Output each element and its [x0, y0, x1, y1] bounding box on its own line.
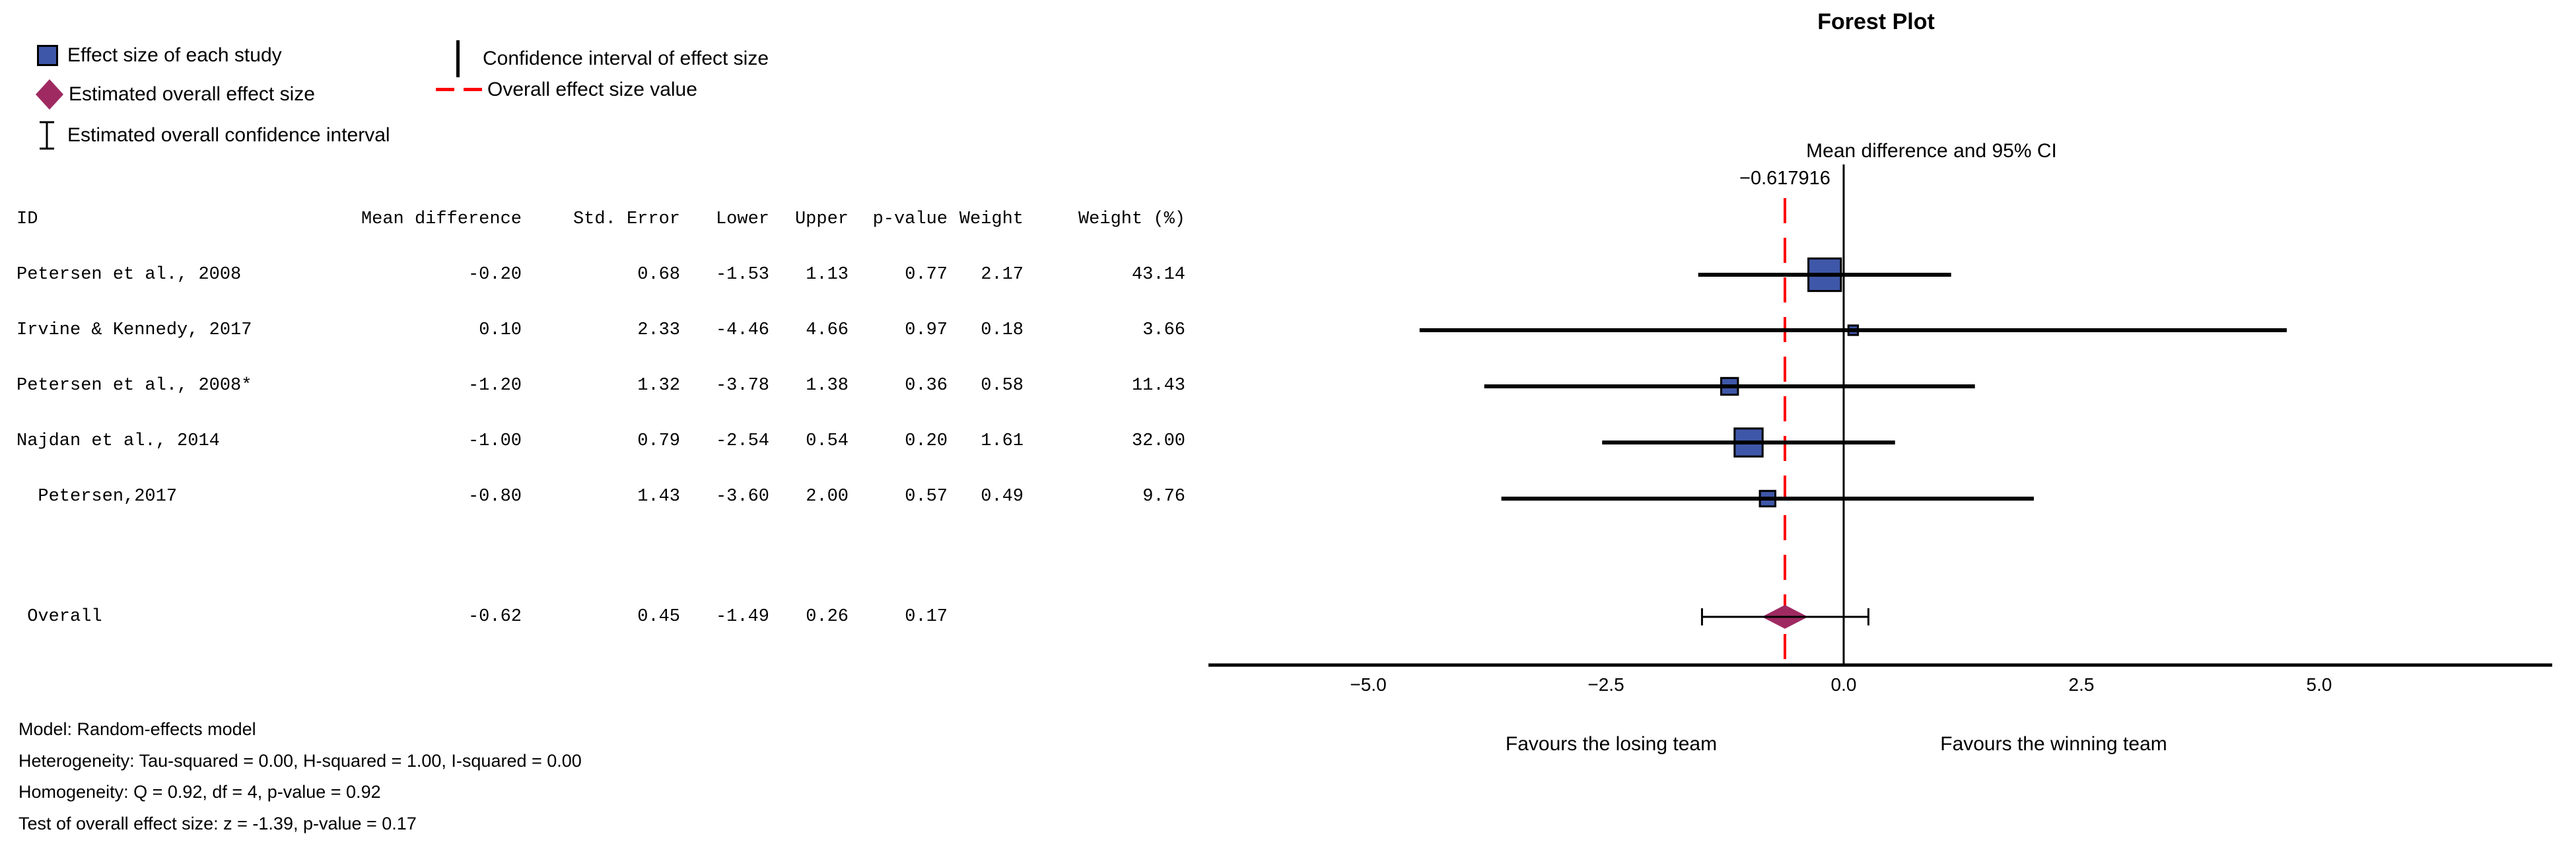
- legend-label: Estimated overall confidence interval: [67, 124, 390, 146]
- i-beam-icon: [40, 121, 54, 150]
- x-tick-label: −5.0: [1350, 674, 1387, 695]
- table-cell: -0.20: [468, 265, 522, 285]
- table-cell: 0.57: [905, 487, 948, 507]
- favours-right-label: Favours the winning team: [1940, 733, 2167, 755]
- table-cell: Petersen et al., 2008*: [17, 376, 252, 396]
- table-cell: 0.68: [637, 265, 680, 285]
- table-cell: 1.13: [806, 265, 849, 285]
- table-cell: Overall: [17, 607, 102, 627]
- legend-label: Effect size of each study: [67, 44, 282, 66]
- model-stats: Model: Random-effects model Heterogeneity…: [18, 714, 582, 839]
- legend-label: Confidence interval of effect size: [483, 48, 769, 69]
- stats-line: Heterogeneity: Tau-squared = 0.00, H-squ…: [18, 750, 582, 771]
- legend-item-overall-effect: Estimated overall effect size: [36, 79, 315, 110]
- maroon-diamond-icon: [36, 79, 63, 110]
- legend-item-study-ci: Confidence interval of effect size: [456, 40, 769, 77]
- x-tick-label: 2.5: [2068, 674, 2095, 695]
- table-cell: -1.49: [715, 607, 769, 627]
- table-cell: 0.58: [981, 376, 1024, 396]
- vertical-line-icon: [456, 40, 460, 77]
- legend-label: Estimated overall effect size: [69, 83, 315, 105]
- x-tick-label: 0.0: [1830, 674, 1857, 695]
- legend-item-overall-value: Overall effect size value: [436, 78, 697, 102]
- table-cell: Weight (%): [1078, 209, 1185, 229]
- table-cell: 43.14: [1131, 265, 1185, 285]
- table-row: Najdan et al., 2014 -1.00 0.79 -2.54 0.54 0.2…: [17, 413, 1185, 469]
- table-cell: -0.80: [468, 487, 522, 507]
- table-cell: 0.54: [806, 431, 849, 451]
- plot-subtitle: Mean difference and 95% CI: [1806, 140, 2057, 162]
- table-cell: Mean difference: [361, 209, 522, 229]
- table-overall-row: Overall -0.62 0.45 -1.49 0.26 0.17: [17, 589, 1185, 645]
- table-cell: 2.17: [981, 265, 1024, 285]
- table-cell: -0.62: [468, 607, 522, 627]
- table-cell: 0.18: [981, 320, 1024, 340]
- table-cell: Irvine & Kennedy, 2017: [17, 320, 252, 340]
- x-tick-label: −2.5: [1587, 674, 1624, 695]
- table-cell: -1.20: [468, 376, 522, 396]
- table-header-row: ID Mean difference Std. Error Lower Upper p-v…: [17, 192, 1185, 247]
- table-cell: 0.10: [479, 320, 522, 340]
- table-cell: 9.76: [1142, 487, 1185, 507]
- table-cell: 3.66: [1142, 320, 1185, 340]
- table-cell: 0.45: [637, 607, 680, 627]
- table-cell: 0.26: [806, 607, 849, 627]
- stats-line: Homogeneity: Q = 0.92, df = 4, p-value =…: [18, 782, 381, 802]
- table-cell: 0.20: [905, 431, 948, 451]
- table-cell: 11.43: [1131, 376, 1185, 396]
- table-row: Irvine & Kennedy, 2017 0.10 2.33 -4.46 4.66 0…: [17, 302, 1185, 358]
- blue-square-icon: [37, 45, 58, 66]
- table-cell: 0.17: [905, 607, 948, 627]
- table-cell: Petersen et al., 2008: [17, 265, 242, 285]
- table-cell: 2.00: [806, 487, 849, 507]
- table-cell: 0.36: [905, 376, 948, 396]
- legend-item-effect-size: Effect size of each study: [37, 44, 282, 67]
- table-row: Petersen,2017 -0.80 1.43 -3.60 2.00 0.57 0.49 9…: [17, 469, 1185, 524]
- red-dashed-line-icon: [436, 88, 482, 91]
- table-cell: p-value: [872, 209, 948, 229]
- table-cell: ID: [17, 209, 38, 229]
- table-cell: 4.66: [806, 320, 849, 340]
- table-cell: 32.00: [1131, 431, 1185, 451]
- x-tick-label: 5.0: [2306, 674, 2332, 695]
- table-cell: 2.33: [637, 320, 680, 340]
- table-cell: -3.78: [715, 376, 769, 396]
- table-cell: Weight: [959, 209, 1024, 229]
- table-cell: 1.43: [637, 487, 680, 507]
- table-cell: 1.38: [806, 376, 849, 396]
- table-cell: 0.79: [637, 431, 680, 451]
- table-row: Petersen et al., 2008* -1.20 1.32 -3.78 1.38…: [17, 358, 1185, 413]
- plot-title: Forest Plot: [1817, 9, 1935, 34]
- stats-line: Model: Random-effects model: [18, 719, 256, 739]
- legend-item-overall-ci: Estimated overall confidence interval: [38, 120, 390, 151]
- table-cell: Najdan et al., 2014: [17, 431, 220, 451]
- table-cell: 1.32: [637, 376, 680, 396]
- table-row: Petersen et al., 2008 -0.20 0.68 -1.53 1.13 0…: [17, 247, 1185, 302]
- table-cell: 0.49: [981, 487, 1024, 507]
- table-cell: -4.46: [715, 320, 769, 340]
- table-cell: Std. Error: [573, 209, 680, 229]
- table-cell: Lower: [715, 209, 769, 229]
- legend-label: Overall effect size value: [487, 79, 697, 100]
- table-cell: 1.61: [981, 431, 1024, 451]
- table-cell: -2.54: [715, 431, 769, 451]
- stats-line: Test of overall effect size: z = -1.39, …: [18, 813, 417, 833]
- table-cell: 0.97: [905, 320, 948, 340]
- table-cell: -3.60: [715, 487, 769, 507]
- table-cell: -1.00: [468, 431, 522, 451]
- table-cell: -1.53: [715, 265, 769, 285]
- favours-left-label: Favours the losing team: [1505, 733, 1718, 755]
- results-table: ID Mean difference Std. Error Lower Upper p-v…: [17, 192, 1185, 645]
- table-cell: Petersen,2017: [17, 487, 178, 507]
- table-cell: 0.77: [905, 265, 948, 285]
- table-cell: Upper: [794, 209, 849, 229]
- overall-value-label: −0.617916: [1739, 168, 1830, 189]
